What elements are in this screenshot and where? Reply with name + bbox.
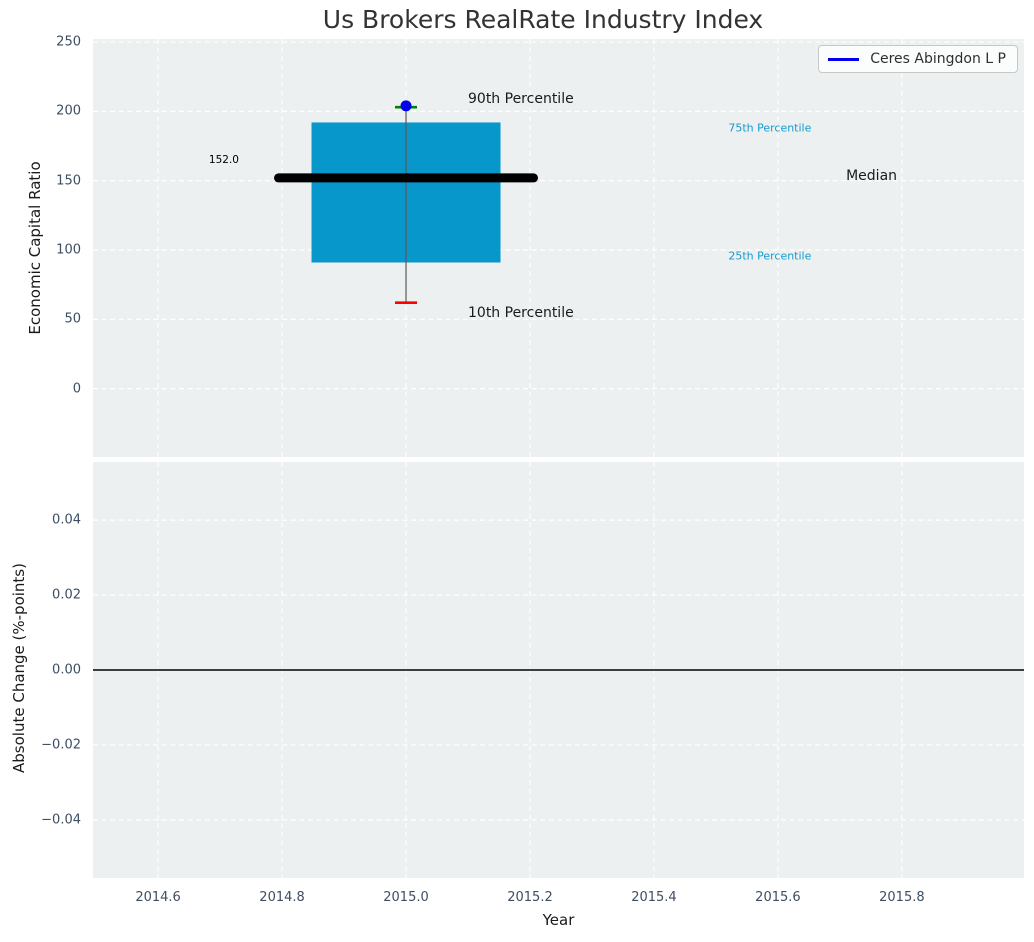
top-y-tick-label: 150: [56, 173, 81, 189]
x-tick-label: 2015.4: [631, 890, 677, 905]
top-axes-background: [93, 39, 1024, 457]
top-y-tick-label: 200: [56, 103, 81, 119]
x-tick-label: 2015.6: [755, 890, 801, 905]
x-tick-label: 2014.6: [135, 890, 181, 905]
x-tick-label: 2015.2: [507, 890, 553, 905]
x-tick-label: 2015.8: [879, 890, 925, 905]
legend-line-sample: [828, 57, 860, 61]
annotation-10th-percentile: 10th Percentile: [468, 305, 574, 322]
annotation-25th-percentile: 25th Percentile: [728, 249, 812, 263]
legend-label: Ceres Abingdon L P: [870, 51, 1006, 67]
bottom-y-tick-label: −0.02: [41, 737, 81, 753]
x-axis-label: Year: [542, 911, 575, 929]
annotation-75th-percentile: 75th Percentile: [728, 121, 812, 135]
top-y-tick-label: 250: [56, 34, 81, 50]
bottom-y-tick-label: 0.04: [52, 512, 81, 528]
chart-title: Us Brokers RealRate Industry Index: [322, 5, 764, 34]
top-y-tick-label: 100: [56, 242, 81, 258]
top-y-tick-label: 0: [72, 381, 81, 397]
bottom-y-tick-label: 0.02: [52, 587, 81, 603]
bottom-y-tick-label: −0.04: [41, 812, 81, 828]
x-tick-label: 2015.0: [383, 890, 429, 905]
x-tick-label: 2014.8: [259, 890, 305, 905]
legend: Ceres Abingdon L P: [818, 45, 1018, 73]
top-y-tick-label: 50: [64, 311, 81, 327]
annotation-median: Median: [846, 167, 898, 184]
annotation-152-0: 152.0: [208, 153, 239, 166]
annotation-90th-percentile: 90th Percentile: [468, 90, 574, 107]
company-data-point: [400, 100, 412, 112]
bottom-y-tick-label: 0.00: [52, 662, 81, 678]
